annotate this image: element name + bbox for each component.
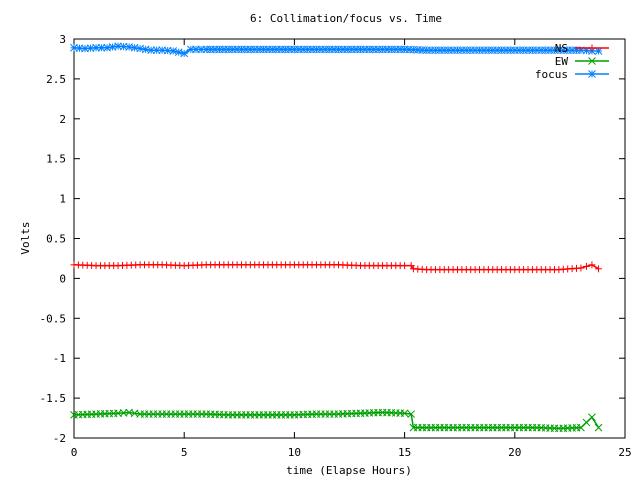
data-point xyxy=(180,49,189,58)
legend-label: focus xyxy=(535,68,568,81)
series-ew xyxy=(70,408,603,433)
x-tick-label: 20 xyxy=(508,446,521,459)
y-axis-label: Volts xyxy=(19,221,32,254)
y-tick-label: 1 xyxy=(59,193,66,206)
series-line xyxy=(73,263,599,271)
y-tick-label: -1 xyxy=(53,352,66,365)
x-axis-label: time (Elapse Hours) xyxy=(286,464,412,477)
data-point xyxy=(595,265,603,273)
y-tick-label: -1.5 xyxy=(40,392,67,405)
data-point xyxy=(97,43,106,52)
data-point xyxy=(152,46,161,55)
x-tick-label: 5 xyxy=(181,446,188,459)
data-point xyxy=(594,423,603,432)
y-tick-label: 0.5 xyxy=(46,233,66,246)
legend-marker xyxy=(588,57,596,65)
x-tick-label: 15 xyxy=(398,446,411,459)
y-tick-label: 1.5 xyxy=(46,153,66,166)
y-tick-label: 2 xyxy=(59,113,66,126)
legend-marker xyxy=(588,44,596,52)
series-ns xyxy=(70,261,603,274)
data-point xyxy=(169,47,178,55)
data-point xyxy=(114,42,122,51)
data-point xyxy=(147,46,155,55)
x-tick-label: 10 xyxy=(288,446,301,459)
y-tick-label: -2 xyxy=(53,432,66,445)
data-point xyxy=(92,43,100,52)
x-tick-label: 0 xyxy=(71,446,78,459)
legend-marker xyxy=(588,70,596,78)
series-focus xyxy=(70,42,603,58)
data-point xyxy=(407,410,416,418)
y-tick-label: -0.5 xyxy=(40,312,67,325)
data-point xyxy=(577,264,585,272)
y-tick-label: 3 xyxy=(59,33,66,46)
data-point xyxy=(174,48,183,57)
series-layer xyxy=(70,42,603,433)
plot-frame xyxy=(73,38,626,439)
x-axis: 0 5 10 15 20 25 xyxy=(71,39,632,459)
data-point xyxy=(588,261,596,269)
legend-label: NS xyxy=(555,42,568,55)
data-point xyxy=(582,262,590,270)
legend-label: EW xyxy=(555,55,569,68)
x-tick-label: 25 xyxy=(618,446,631,459)
data-point xyxy=(588,413,596,422)
y-axis: -2 -1.5 -1 -0.5 0 0.5 1 1.5 2 2.5 3 xyxy=(40,33,625,445)
data-point xyxy=(401,262,409,270)
chart-title: 6: Collimation/focus vs. Time xyxy=(250,12,442,25)
y-tick-label: 2.5 xyxy=(46,73,66,86)
data-point xyxy=(400,409,409,418)
y-tick-label: 0 xyxy=(59,272,66,285)
